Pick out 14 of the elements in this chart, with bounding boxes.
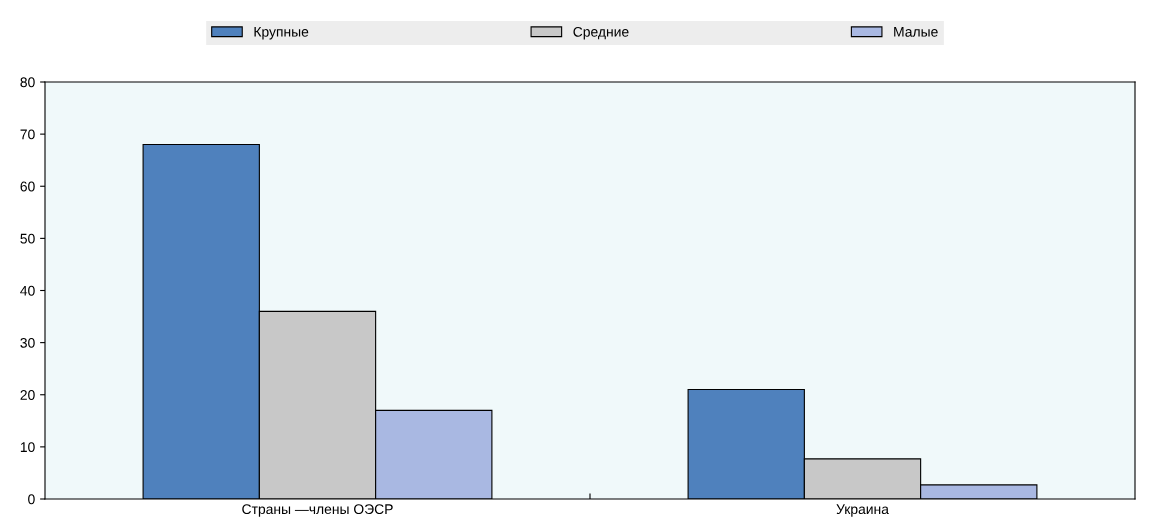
legend-label: Крупные bbox=[254, 27, 309, 40]
y-tick-label: 60 bbox=[20, 181, 35, 192]
y-tick-label: 20 bbox=[20, 390, 35, 400]
legend-label: Малые bbox=[894, 27, 938, 37]
y-tick-label: 0 bbox=[28, 494, 35, 505]
legend-label: Средние bbox=[573, 26, 629, 40]
y-tick-label: 30 bbox=[20, 337, 35, 348]
y-tick-label: 50 bbox=[20, 233, 35, 244]
x-tick-label: Украина bbox=[836, 504, 889, 517]
y-tick-label: 40 bbox=[20, 285, 35, 296]
y-tick-label: 70 bbox=[20, 129, 35, 140]
y-tick-label: 10 bbox=[20, 442, 35, 453]
y-tick-label: 80 bbox=[20, 77, 35, 88]
x-tick-label: Страны —члены ОЭСР bbox=[242, 504, 393, 517]
